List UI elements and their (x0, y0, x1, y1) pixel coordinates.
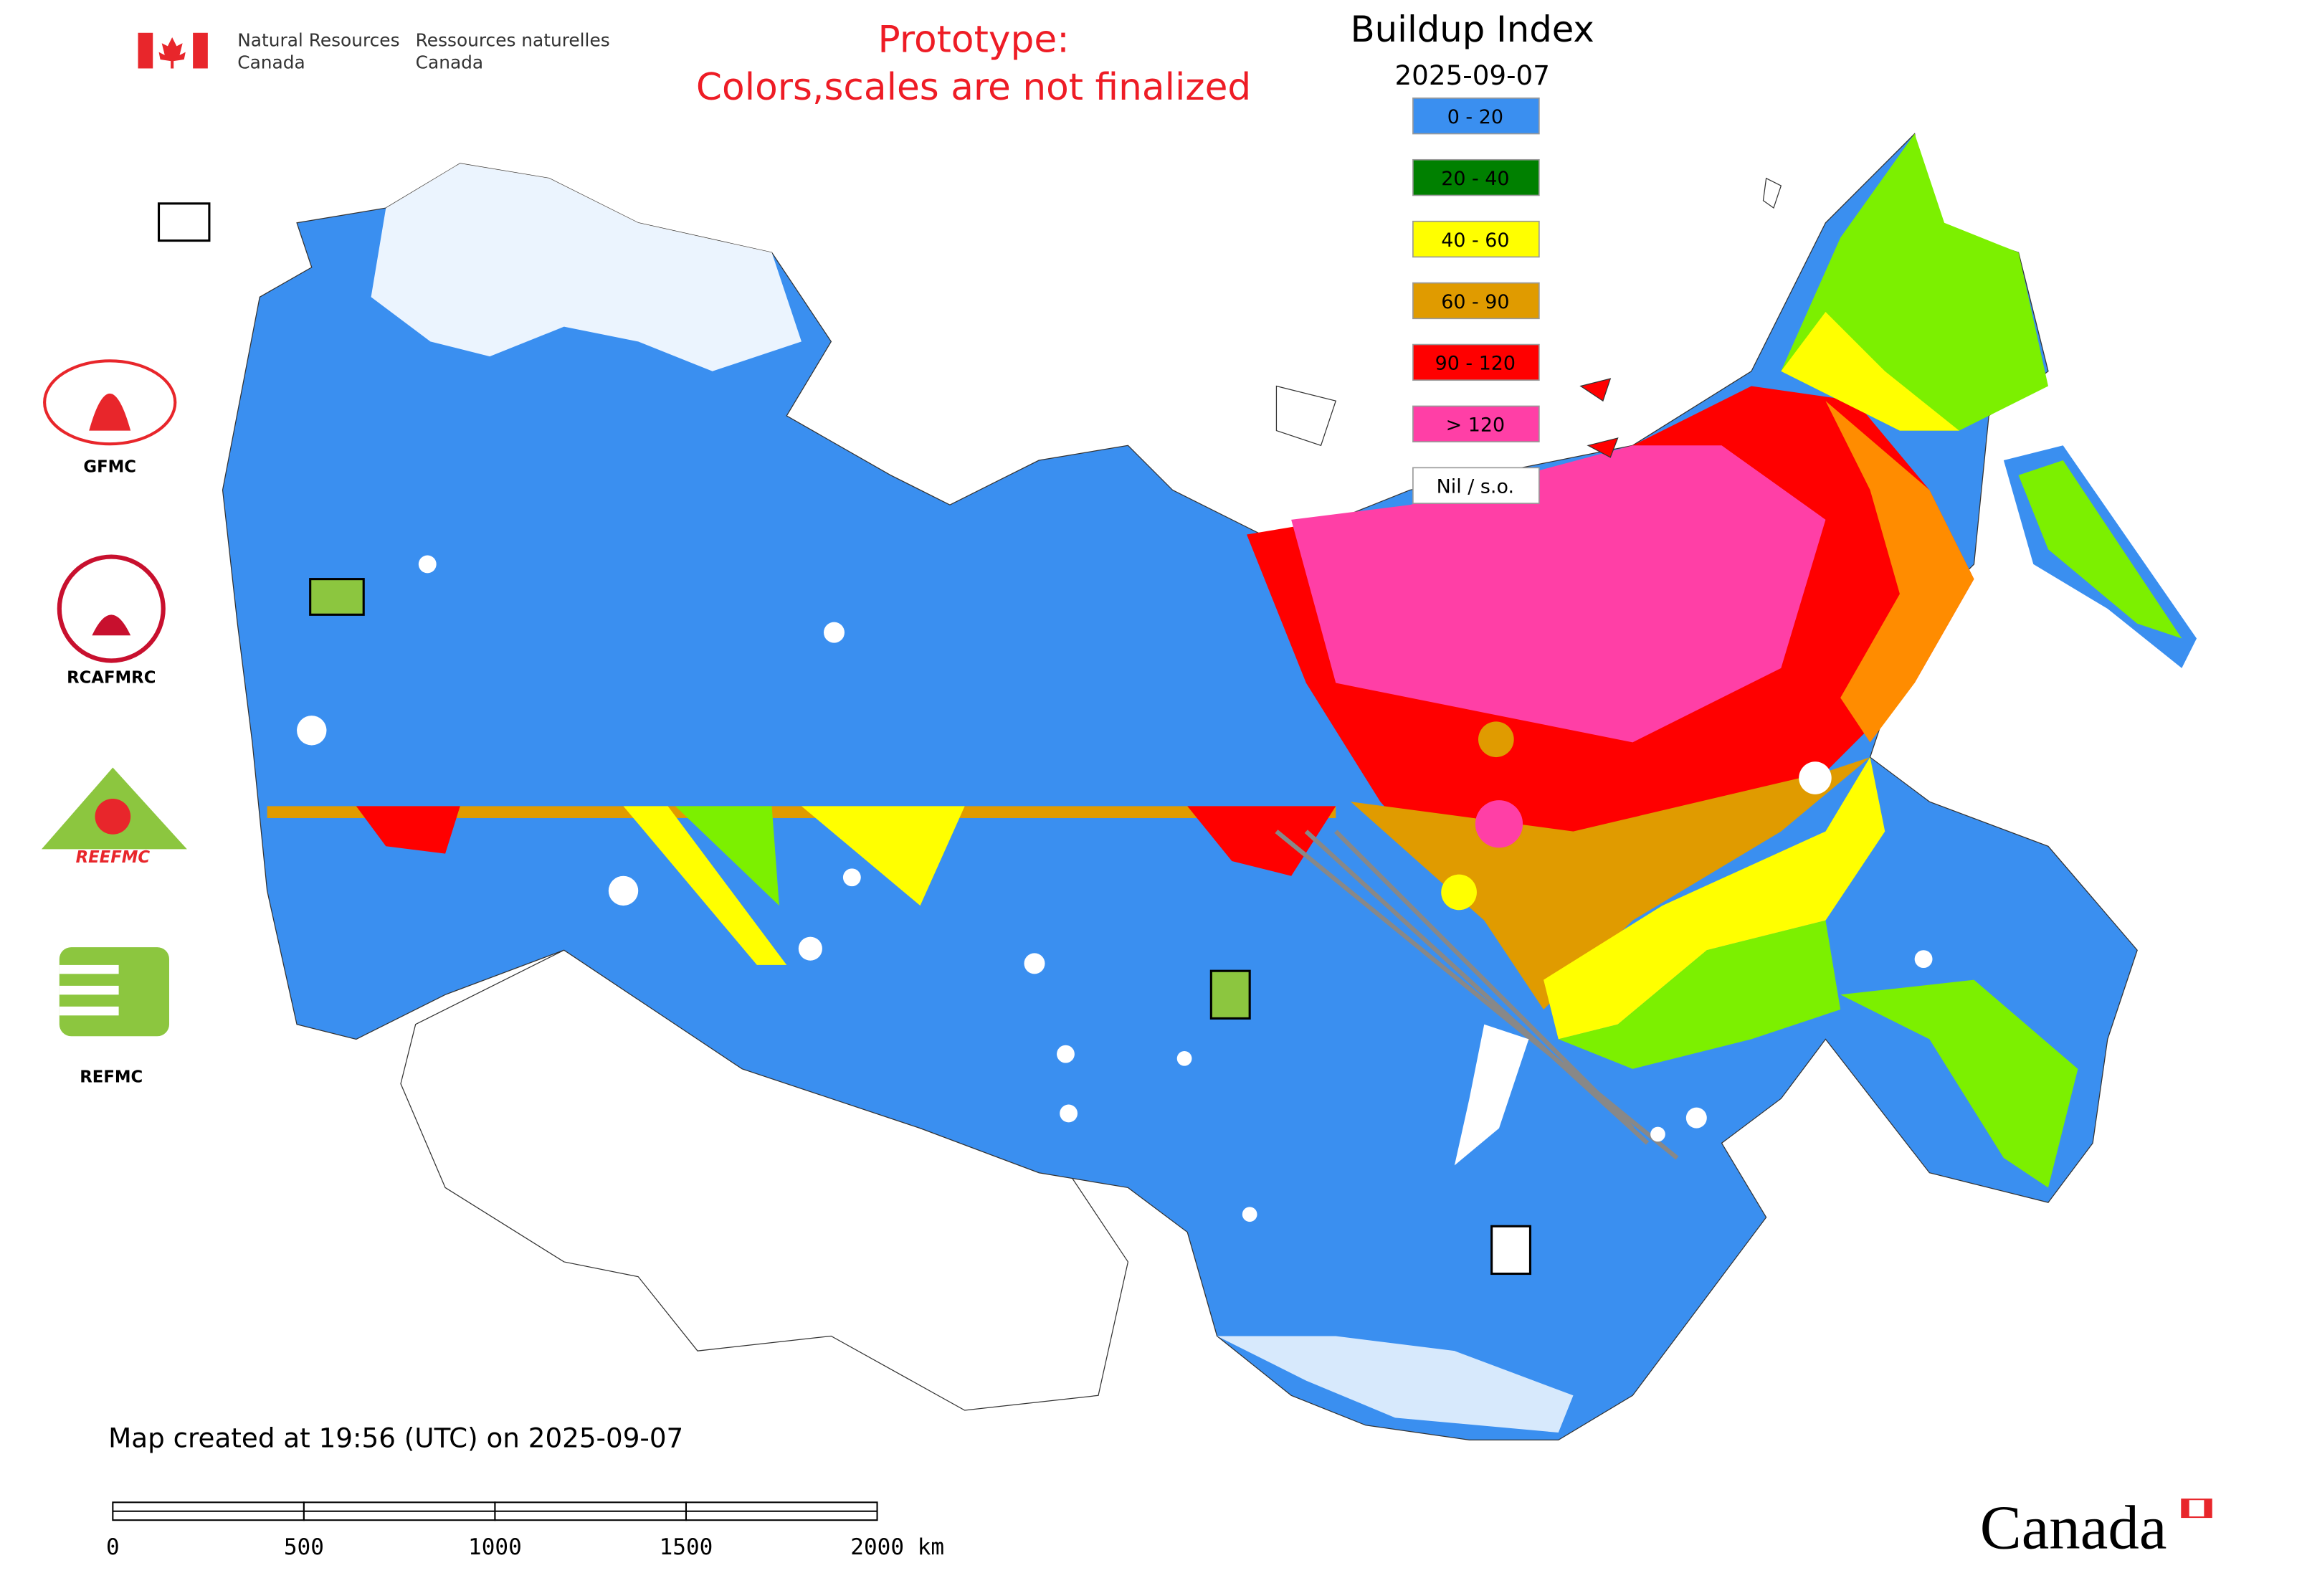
strip (267, 806, 1336, 818)
strip (356, 806, 460, 854)
lakes (297, 555, 1933, 1433)
map-marker (157, 202, 211, 242)
logo-flame (89, 393, 131, 431)
map-marker (1209, 969, 1251, 1020)
region-20-40 (2018, 460, 2182, 639)
logo-flame (95, 799, 131, 835)
flag-bar (138, 32, 153, 69)
logo-stripe (59, 1006, 119, 1016)
legend-label: 90 - 120 (1435, 353, 1516, 375)
map-date: 2025-09-07 (1394, 60, 1549, 91)
agency-en: Natural Resources (237, 29, 399, 50)
logo-label: REFMC (80, 1068, 143, 1086)
region-40-60 (1781, 311, 1959, 431)
logo-stripe (59, 964, 119, 974)
notice: Prototype: (878, 19, 1070, 62)
agency-fr: Canada (416, 52, 483, 72)
legend-label: 60 - 90 (1441, 291, 1509, 313)
legend-swatch (1412, 343, 1540, 381)
strip (801, 806, 965, 906)
legend-swatch (1412, 282, 1540, 320)
notice: Colors,scales are not finalized (696, 66, 1251, 109)
wordmark: Canada (1980, 1493, 2212, 1562)
region-60-90 (1825, 401, 1974, 743)
wordmark-text: Canada (1980, 1493, 2167, 1562)
legend-label: 0 - 20 (1447, 106, 1503, 128)
legend-label: Nil / s.o. (1437, 476, 1514, 498)
legend-swatch (1412, 467, 1540, 504)
strip (675, 806, 779, 906)
region-20-40 (1558, 920, 1841, 1069)
legend-swatch (1412, 98, 1540, 135)
legend-swatch (1412, 158, 1540, 196)
logo-stripe (59, 985, 119, 995)
legend: 0 - 20 20 - 40 40 - 60 60 - 90 90 - 120 > 120… (1412, 98, 1540, 504)
region-40-60 (1544, 757, 1885, 1040)
artifact-lines (1275, 830, 1679, 1160)
logo-label: RCAFMRC (67, 669, 156, 688)
logo-label: REEFMC (76, 848, 151, 867)
flag-bar (193, 32, 208, 69)
wordmark-flag (2182, 1499, 2189, 1518)
legend-label: 20 - 40 (1441, 168, 1509, 190)
scale-label: 0 (106, 1534, 120, 1560)
footer: Map created at 19:56 (UTC) on 2025-09-07 (108, 1422, 683, 1454)
legend-label: > 120 (1446, 414, 1505, 437)
agency-fr: Ressources naturelles (416, 29, 610, 50)
agency-en: Canada (237, 52, 305, 72)
map-marker (1490, 1225, 1532, 1276)
map-marker (309, 578, 365, 616)
region-over-120 (1291, 445, 1826, 743)
logos: GFMC RCAFMRC REEFMC REFMC (41, 202, 1532, 1276)
scale-bar: 0 500 1000 1500 2000 km (106, 1501, 944, 1560)
scale-label: 2000 km (850, 1534, 944, 1560)
scale-label: 1000 (468, 1534, 522, 1560)
logo-flame (92, 614, 131, 636)
legend-swatch (1412, 220, 1540, 258)
islands (1275, 177, 1782, 458)
map (222, 133, 2197, 1441)
logo-label: GFMC (83, 458, 136, 477)
wordmark-flag (2204, 1499, 2212, 1518)
region-20-40 (1840, 979, 2078, 1188)
water (371, 163, 802, 371)
baikal (1454, 1024, 1529, 1166)
legend-swatch (1412, 405, 1540, 442)
scale-label: 1500 (660, 1534, 713, 1560)
gc-signature: Natural Resources Canada Ressources natu… (138, 29, 610, 72)
legend-label: 40 - 60 (1441, 229, 1509, 252)
strip (1187, 806, 1336, 876)
strip (623, 806, 787, 965)
scale-label: 500 (284, 1534, 324, 1560)
logo-rcafmrc (57, 554, 166, 663)
map-title: Buildup Index (1351, 9, 1594, 50)
